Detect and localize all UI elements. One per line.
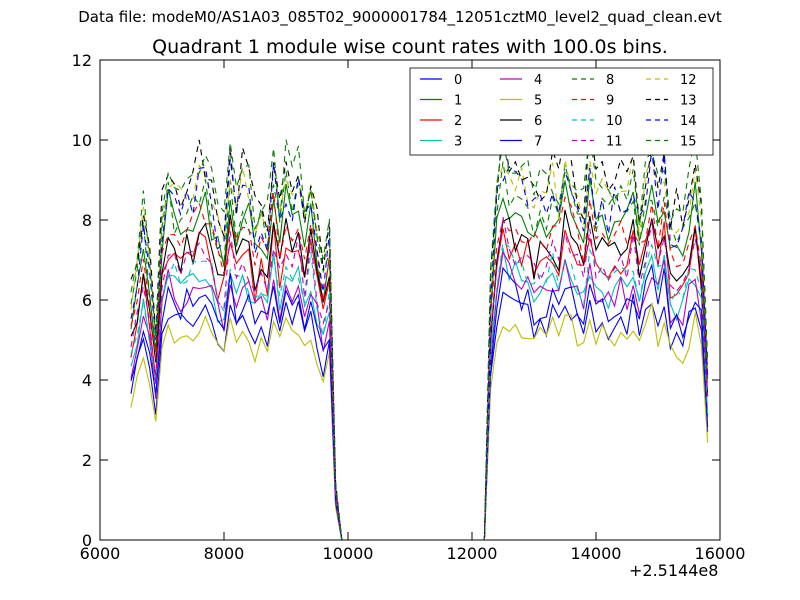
series-line-10: [130, 241, 709, 541]
legend-label-0: 0: [454, 73, 462, 88]
series-line-14: [130, 149, 709, 541]
x-tick-label: 12000: [447, 544, 498, 563]
legend-box: [409, 67, 714, 156]
legend-label-6: 6: [534, 114, 542, 129]
series-line-15: [130, 133, 709, 541]
figure-suptitle: Data file: modeM0/AS1A03_085T02_90000017…: [78, 8, 722, 26]
x-tick-label: 16000: [695, 544, 746, 563]
legend-label-3: 3: [454, 135, 462, 150]
legend-label-11: 11: [606, 135, 623, 150]
series-line-7: [130, 263, 709, 541]
series-line-3: [130, 247, 709, 541]
legend-label-14: 14: [680, 114, 697, 129]
legend-label-12: 12: [680, 73, 697, 88]
series-line-12: [130, 151, 709, 541]
x-tick-label: 14000: [571, 544, 622, 563]
series-line-0: [130, 291, 709, 541]
series-line-1: [130, 177, 709, 541]
legend-label-13: 13: [680, 94, 697, 109]
series-line-2: [130, 221, 709, 541]
series-line-11: [130, 216, 709, 541]
series-line-9: [130, 192, 709, 541]
chart-title: Quadrant 1 module wise count rates with …: [152, 36, 668, 58]
y-tick-label: 2: [82, 451, 92, 470]
x-axis-offset-label: +2.5144e8: [629, 561, 719, 580]
series-line-8: [130, 161, 709, 541]
legend-label-9: 9: [606, 94, 614, 109]
legend-label-10: 10: [606, 114, 623, 129]
y-tick-label: 12: [72, 51, 92, 70]
legend-label-1: 1: [454, 94, 462, 109]
series-line-5: [130, 302, 709, 541]
y-tick-label: 0: [82, 531, 92, 550]
legend-label-4: 4: [534, 73, 542, 88]
y-tick-label: 6: [82, 291, 92, 310]
x-tick-label: 10000: [323, 544, 374, 563]
legend-label-2: 2: [454, 114, 462, 129]
legend-label-8: 8: [606, 73, 614, 88]
series-line-6: [130, 209, 709, 541]
x-tick-label: 8000: [204, 544, 245, 563]
legend-label-15: 15: [680, 135, 697, 150]
y-tick-label: 8: [82, 211, 92, 230]
series-line-13: [130, 121, 709, 541]
y-tick-label: 10: [72, 131, 92, 150]
legend-label-7: 7: [534, 135, 542, 150]
legend-label-5: 5: [534, 94, 542, 109]
y-tick-label: 4: [82, 371, 92, 390]
x-tick-label: 6000: [80, 544, 121, 563]
